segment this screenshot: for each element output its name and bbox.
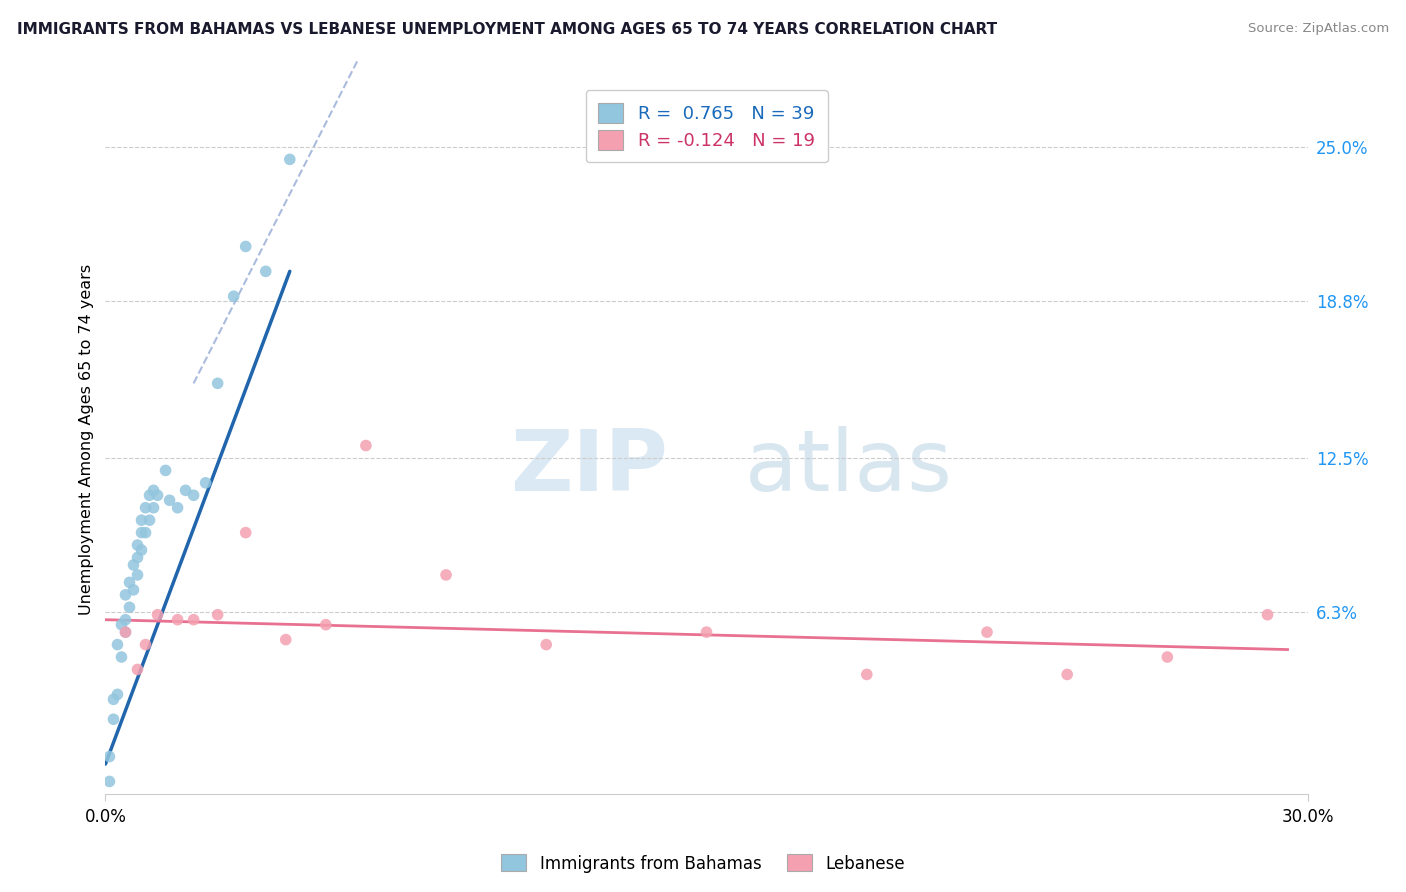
Point (146, 488, 169, 502)
Point (114, 613, 136, 627)
Text: atlas: atlas (745, 426, 953, 509)
Point (142, 483, 165, 498)
Point (194, 475, 217, 490)
Point (118, 600, 141, 615)
Point (354, 438, 377, 452)
Point (131, 513, 153, 527)
Point (122, 582, 145, 597)
Point (207, 607, 229, 622)
Point (278, 153, 301, 167)
Point (254, 264, 277, 278)
Point (696, 625, 718, 640)
Point (131, 543, 153, 558)
Point (98, 774, 121, 789)
Point (114, 625, 136, 640)
Point (122, 558, 145, 572)
Point (434, 568, 457, 582)
Point (534, 638, 557, 652)
Point (235, 239, 257, 253)
Point (159, 493, 181, 508)
Point (114, 588, 136, 602)
Point (1156, 650, 1178, 665)
Legend: Immigrants from Bahamas, Lebanese: Immigrants from Bahamas, Lebanese (495, 847, 911, 880)
Point (155, 463, 177, 477)
Point (107, 687, 129, 701)
Point (146, 607, 169, 622)
Point (315, 617, 337, 632)
Point (166, 613, 188, 627)
Point (103, 712, 125, 726)
Y-axis label: Unemployment Among Ages 65 to 74 years: Unemployment Among Ages 65 to 74 years (79, 264, 94, 615)
Point (107, 638, 129, 652)
Point (138, 488, 160, 502)
Text: IMMIGRANTS FROM BAHAMAS VS LEBANESE UNEMPLOYMENT AMONG AGES 65 TO 74 YEARS CORRE: IMMIGRANTS FROM BAHAMAS VS LEBANESE UNEM… (17, 22, 997, 37)
Point (222, 289, 245, 303)
Point (110, 617, 132, 632)
Point (98, 749, 121, 764)
Point (183, 488, 205, 502)
Point (127, 550, 149, 565)
Point (131, 525, 153, 540)
Point (855, 667, 877, 681)
Point (174, 483, 197, 498)
Point (127, 663, 149, 677)
Point (207, 376, 229, 391)
Point (103, 692, 125, 706)
Text: ZIP: ZIP (510, 426, 668, 509)
Point (118, 575, 141, 590)
Point (110, 650, 132, 665)
Point (235, 525, 257, 540)
Point (135, 500, 157, 515)
Point (135, 638, 157, 652)
Point (274, 632, 297, 647)
Point (127, 538, 149, 552)
Point (142, 500, 165, 515)
Point (127, 568, 149, 582)
Legend: R =  0.765   N = 39, R = -0.124   N = 19: R = 0.765 N = 39, R = -0.124 N = 19 (585, 90, 828, 162)
Point (976, 625, 998, 640)
Point (135, 525, 157, 540)
Point (138, 513, 160, 527)
Point (1056, 667, 1078, 681)
Point (1257, 607, 1279, 622)
Point (114, 625, 136, 640)
Text: Source: ZipAtlas.com: Source: ZipAtlas.com (1249, 22, 1389, 36)
Point (166, 500, 188, 515)
Point (183, 613, 205, 627)
